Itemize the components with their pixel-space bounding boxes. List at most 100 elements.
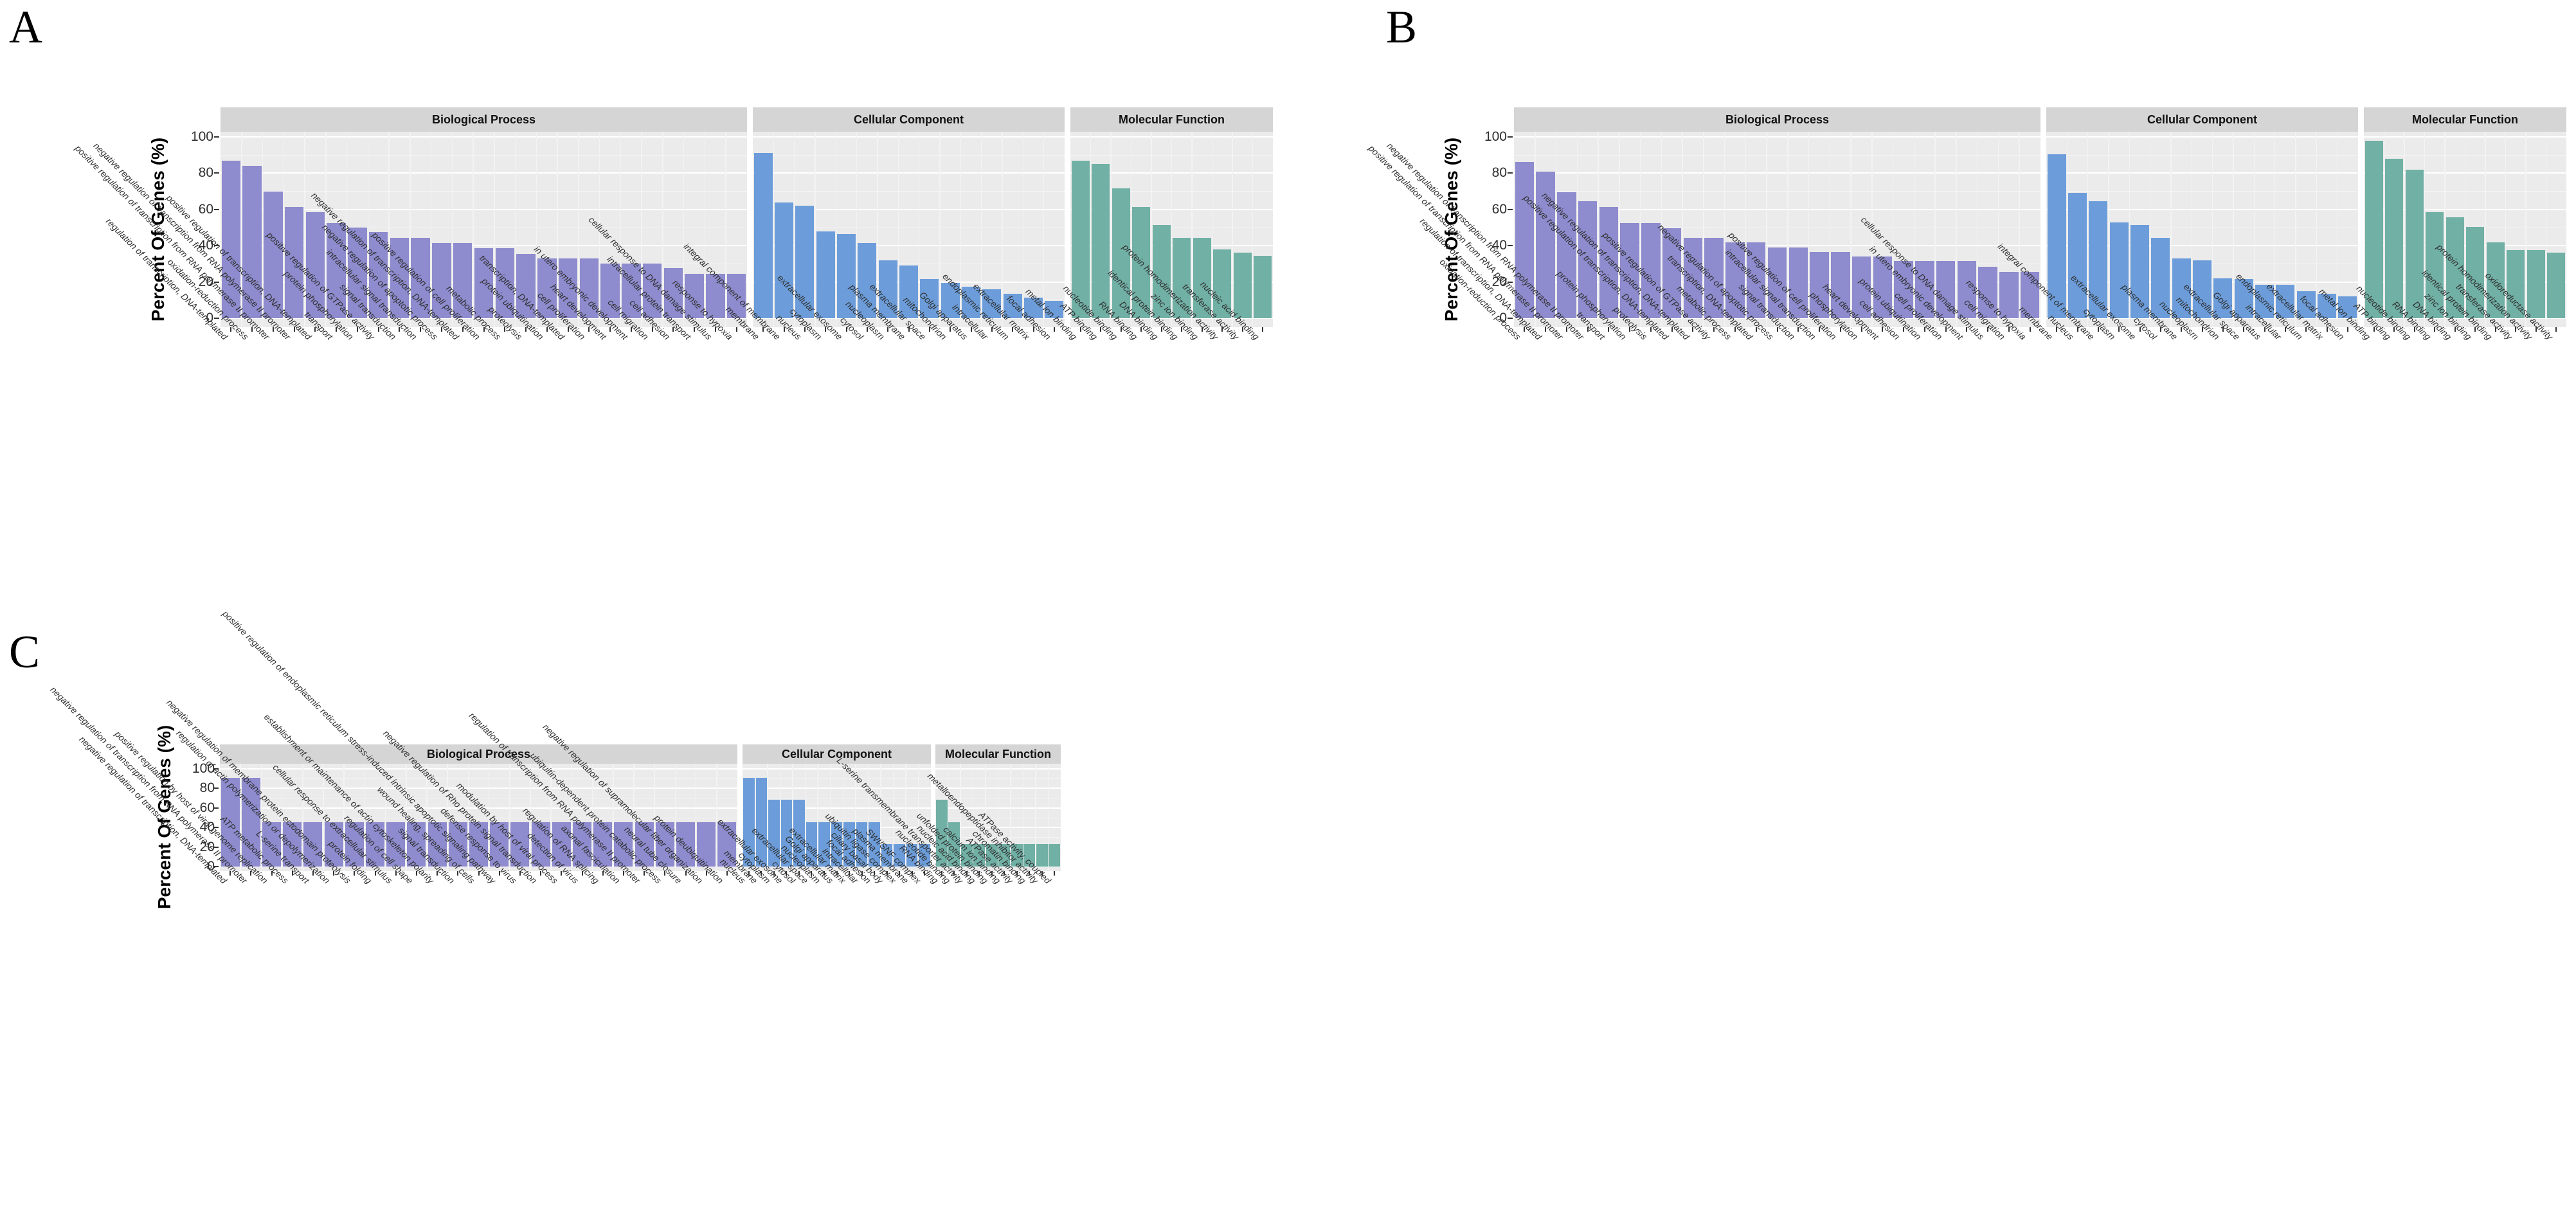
x-axis-tick (836, 871, 838, 876)
bar (795, 206, 815, 318)
gridline-vertical (662, 132, 663, 327)
y-tick-label: 40 (1491, 238, 1507, 253)
gridline-vertical (2505, 132, 2507, 327)
bar (390, 237, 410, 318)
x-axis-tick (440, 327, 442, 332)
bar (327, 222, 346, 318)
x-axis-tick (2494, 327, 2496, 332)
gridline (220, 866, 737, 867)
facet-strip-molecular-function: Molecular Function (1070, 107, 1273, 132)
gridline-vertical (1639, 132, 1641, 327)
x-axis-tick (1012, 327, 1014, 332)
gridline (743, 866, 931, 867)
bar (920, 279, 939, 318)
x-axis-tick (2373, 327, 2375, 332)
bar (1599, 206, 1619, 318)
bar (1810, 252, 1829, 318)
gridline-vertical (2087, 132, 2089, 327)
x-axis-tick (437, 871, 438, 876)
gridline-vertical (2383, 132, 2385, 327)
bar (490, 822, 509, 867)
gridline-vertical (451, 132, 453, 327)
y-axis-tick (213, 788, 219, 789)
x-axis-tick (2474, 327, 2476, 332)
x-axis-tick (567, 327, 569, 332)
y-tick-label: 20 (199, 839, 215, 854)
y-tick-label: 0 (1499, 310, 1507, 325)
gridline-vertical (578, 132, 579, 327)
gridline-vertical (1787, 132, 1788, 327)
x-axis-tick (823, 871, 825, 876)
gridline-vertical (2336, 132, 2338, 327)
bar (531, 822, 550, 867)
x-axis-tick (2555, 327, 2557, 332)
gridline-vertical (867, 764, 869, 871)
x-axis-tick (251, 327, 253, 332)
gridline-vertical (1022, 132, 1024, 327)
x-axis-tick (825, 327, 827, 332)
facet-title: Cellular Component (2147, 113, 2257, 126)
y-axis-tick (214, 136, 219, 138)
gridline-vertical (829, 764, 831, 871)
bar (1894, 261, 1913, 318)
x-axis-tick (1587, 327, 1589, 332)
y-axis-tick (1508, 318, 1513, 319)
x-axis-tick (1987, 327, 1989, 332)
panel-letter: C (9, 626, 41, 678)
x-axis-tick (773, 871, 775, 876)
gridline-vertical (241, 132, 242, 327)
gridline-vertical (2108, 132, 2109, 327)
bar (806, 822, 818, 867)
bar (1915, 261, 1934, 318)
bar (1557, 192, 1576, 318)
x-axis-tick (546, 327, 548, 332)
gridline-vertical (430, 132, 432, 327)
bar (635, 822, 654, 867)
bar (1045, 301, 1064, 318)
gridline-vertical (494, 132, 495, 327)
gridline (743, 788, 931, 789)
x-axis-tick (1923, 327, 1925, 332)
bar (706, 273, 725, 318)
gridline-vertical (2316, 132, 2318, 327)
x-axis-tick (2454, 327, 2456, 332)
y-tick-label: 0 (207, 859, 215, 874)
gridline-vertical (2129, 132, 2130, 327)
bar (2296, 291, 2316, 318)
bar (1036, 844, 1048, 867)
bar (264, 191, 283, 318)
bar (283, 822, 302, 867)
bar (676, 822, 695, 867)
gridline-vertical (473, 132, 474, 327)
bar (685, 273, 704, 318)
x-axis-tick (1860, 327, 1862, 332)
bar (1683, 237, 1703, 318)
gridline-vertical (346, 132, 348, 327)
facet-plot-area (1514, 132, 2040, 327)
gridline-vertical (384, 764, 386, 871)
gridline-vertical (364, 764, 366, 871)
bar (1152, 224, 1171, 318)
gridline-vertical (536, 132, 537, 327)
y-tick-label: 60 (199, 800, 215, 815)
x-axis-tick (1140, 327, 1142, 332)
bar (241, 777, 260, 867)
x-axis-tick (928, 327, 930, 332)
facet-plot-area (1070, 132, 1273, 327)
bar (2445, 217, 2464, 318)
gridline-vertical (467, 764, 469, 871)
bar (1620, 222, 1639, 318)
bar (593, 822, 613, 867)
gridline-vertical (918, 132, 920, 327)
bar (793, 800, 805, 867)
bar (2067, 193, 2087, 318)
bar (816, 231, 835, 318)
x-axis-tick (2535, 327, 2537, 332)
gridline-vertical (972, 764, 974, 871)
x-axis-tick (1160, 327, 1162, 332)
gridline-vertical (1997, 132, 1999, 327)
x-axis-tick (1819, 327, 1821, 332)
y-axis-tick (214, 172, 219, 174)
gridline-vertical (447, 764, 448, 871)
gridline-vertical (905, 764, 906, 871)
